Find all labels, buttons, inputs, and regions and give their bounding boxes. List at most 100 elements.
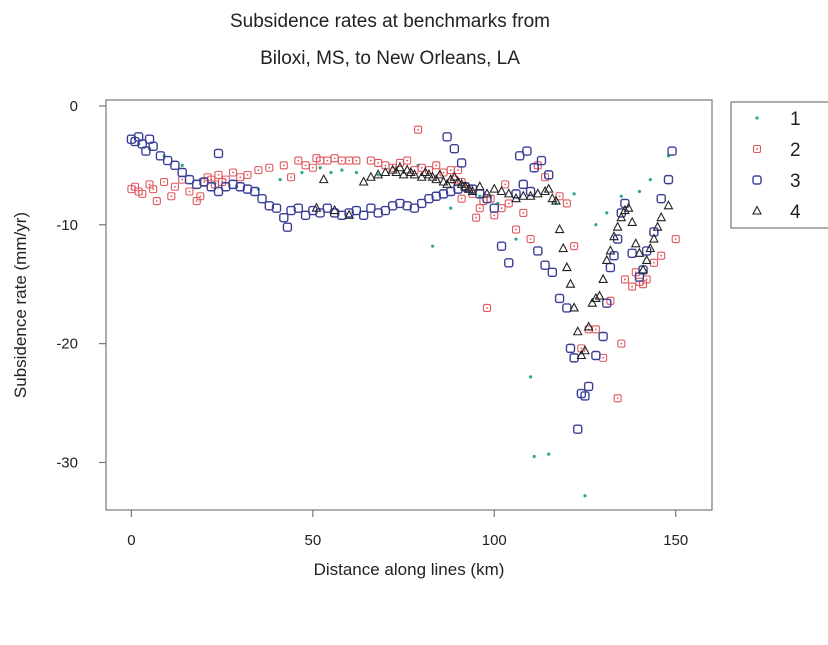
series-4-point [311, 202, 322, 212]
series-4-point [518, 190, 529, 200]
series-3-point [663, 174, 674, 185]
series-4-point [409, 169, 420, 179]
series-3-point [344, 208, 354, 218]
series-4-point [649, 233, 659, 243]
series-3-point [583, 381, 594, 392]
series-2-point [236, 173, 245, 182]
series-3-point [184, 174, 195, 185]
series-3-point [387, 201, 398, 211]
series-4-point [503, 188, 514, 198]
series-3-point [322, 203, 333, 213]
series-3-point [573, 424, 583, 434]
series-4-point [460, 181, 471, 191]
x-tick-label: 100 [482, 532, 507, 549]
series-2-point [562, 199, 571, 208]
legend-item-4: 4 [752, 202, 801, 223]
series-4-point [398, 169, 409, 179]
legend-label-1: 1 [790, 109, 801, 130]
series-3-point [656, 193, 666, 204]
series-3-point [228, 179, 238, 190]
series-2-point [294, 156, 303, 165]
series-4-point [601, 254, 612, 264]
series-4-point [645, 242, 656, 253]
series-2-point [403, 156, 412, 165]
series-4-point [449, 171, 460, 181]
series-4-point [434, 169, 445, 179]
series-2-point [352, 156, 361, 165]
series-4-point [598, 273, 609, 283]
legend-item-1: 1 [755, 109, 801, 130]
series-4-point [358, 176, 369, 186]
series-3-point [271, 203, 282, 213]
series-3-point [242, 184, 253, 194]
series-1-point [637, 189, 642, 194]
series-4-point [532, 188, 543, 198]
series-3-point [598, 331, 608, 342]
series-4-point [387, 164, 398, 174]
series-3-point [522, 146, 532, 156]
series-3-point [456, 158, 467, 168]
series-2-point [504, 199, 513, 208]
series-2-point [457, 194, 466, 203]
series-4-point [445, 173, 456, 184]
series-3-point [612, 234, 623, 244]
series-2-point [196, 192, 205, 201]
series-2-point [501, 180, 510, 189]
series-3-point [213, 186, 224, 197]
series-2-point [628, 282, 637, 291]
series-2-point [482, 303, 492, 313]
series-4 [311, 162, 674, 360]
series-2-point [254, 166, 263, 175]
axis-ticks: 0 50 100 150 0 -10 -20 -30 [56, 98, 688, 549]
series-4-point [630, 238, 641, 248]
series-4-point [609, 230, 619, 241]
series-3-point [315, 208, 325, 218]
series-2-point [301, 161, 310, 170]
series-4-point [576, 349, 587, 360]
series-4-point [431, 173, 442, 184]
series-2-point [170, 182, 179, 191]
legend-box [730, 101, 828, 229]
series-2-point [620, 275, 629, 284]
series-3-point [380, 205, 391, 216]
series-2-point [308, 163, 317, 172]
series-3-point [250, 186, 260, 197]
series-4-point [587, 297, 598, 307]
series-3-point [649, 227, 659, 237]
series-2-point [287, 173, 296, 182]
series-3-point [235, 182, 245, 192]
legend-label-2: 2 [790, 140, 801, 161]
series-3-point [533, 246, 543, 256]
series-2-point [138, 189, 147, 198]
series-4-point [525, 190, 536, 200]
series-1-point [180, 163, 184, 167]
series-3-point [286, 205, 296, 216]
series-4-point [318, 173, 329, 184]
series-2-point [323, 156, 332, 165]
series-3-point [627, 248, 637, 259]
series-3-point [449, 144, 460, 154]
series-4-point [580, 345, 590, 355]
series-4-point [456, 178, 467, 188]
series-2-point [167, 192, 176, 201]
series-3-point [609, 250, 619, 261]
series-2-point [446, 166, 455, 175]
series-1-point [449, 206, 453, 210]
series-3-point [518, 179, 529, 190]
series-2-point [497, 204, 506, 213]
series-3-point [569, 353, 579, 363]
series-4-point [623, 202, 634, 212]
series-3-point [504, 258, 514, 268]
series-2-point [228, 168, 238, 177]
series-3-point [148, 141, 158, 152]
series-4-point [583, 321, 594, 331]
series-1-point [648, 178, 652, 182]
series-1-point [514, 237, 518, 241]
series-2-point [570, 242, 579, 251]
series-3-point [562, 303, 572, 313]
series-1-point [278, 178, 282, 182]
series-4-point [627, 216, 638, 226]
series-3-point [431, 191, 441, 201]
legend-marker-4 [752, 205, 762, 215]
series-4-point [634, 247, 645, 257]
